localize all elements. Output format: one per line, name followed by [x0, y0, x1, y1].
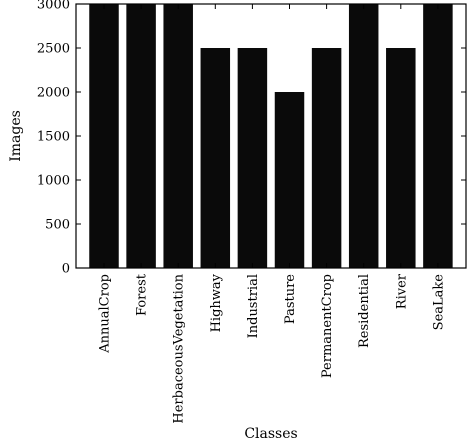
bar-herbaceousvegetation — [163, 4, 193, 268]
x-tick-label: PermanentCrop — [320, 274, 335, 378]
bar-forest — [126, 4, 156, 268]
x-axis-title: Classes — [244, 426, 297, 442]
y-tick-label: 0 — [62, 262, 70, 277]
bar-river — [386, 48, 416, 268]
x-tick-label: Industrial — [246, 274, 261, 338]
y-tick-label: 1500 — [37, 130, 70, 145]
bar-highway — [200, 48, 231, 268]
y-axis-title: Images — [8, 110, 24, 162]
bar-permanentcrop — [311, 48, 342, 268]
y-tick-label: 2000 — [37, 86, 70, 101]
x-tick-label: Forest — [135, 273, 150, 316]
x-tick-label: River — [394, 273, 409, 309]
x-tick-label: AnnualCrop — [98, 274, 113, 354]
bar-residential — [348, 4, 379, 268]
x-tick-label: Pasture — [283, 274, 298, 324]
x-tick-label: Residential — [357, 274, 372, 348]
bar-sealake — [423, 4, 453, 268]
x-tick-label: HerbaceousVegetation — [172, 273, 187, 423]
y-axis: 0 500 1000 1500 2000 2500 3000 — [37, 0, 466, 277]
bar-pasture — [274, 92, 305, 268]
bars-group — [89, 4, 453, 268]
bar-annualcrop — [89, 4, 119, 268]
x-axis: AnnualCrop Forest HerbaceousVegetation High… — [98, 4, 446, 424]
x-tick-label: SeaLake — [431, 274, 446, 331]
y-tick-label: 2500 — [37, 42, 70, 57]
y-tick-label: 1000 — [37, 174, 70, 189]
y-tick-label: 500 — [45, 218, 70, 233]
bar-industrial — [237, 48, 268, 268]
x-tick-label: Highway — [209, 273, 224, 332]
y-tick-label: 3000 — [37, 0, 70, 13]
